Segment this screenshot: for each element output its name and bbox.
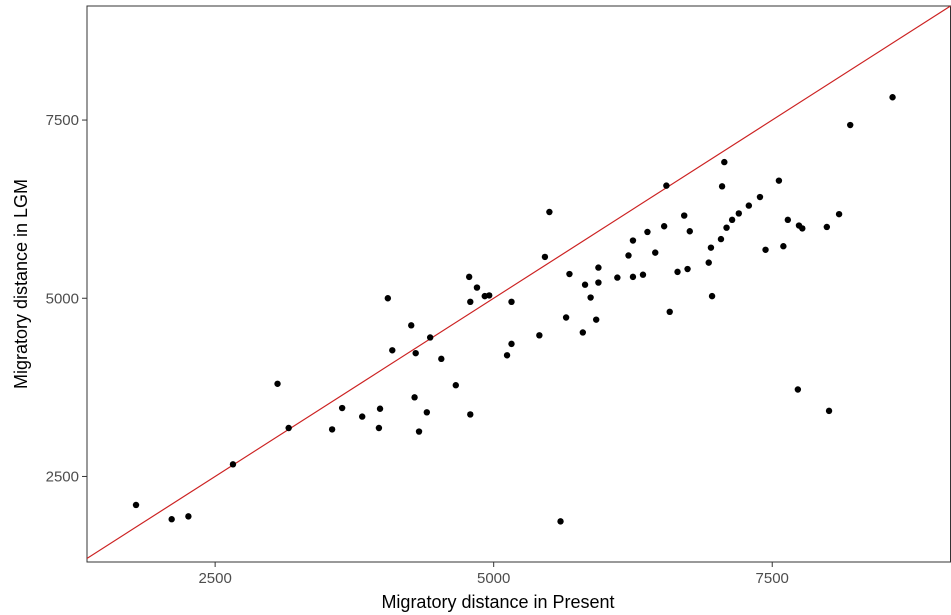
- data-point: [285, 424, 292, 432]
- data-point: [415, 428, 423, 435]
- data-point: [889, 94, 896, 101]
- data-point: [835, 210, 843, 218]
- data-point: [384, 295, 392, 302]
- x-tick-label: 2500: [198, 570, 231, 587]
- data-point: [847, 121, 854, 129]
- data-point: [784, 216, 792, 224]
- data-point: [775, 177, 783, 184]
- data-point: [486, 292, 493, 299]
- identity-reference-line: [87, 6, 951, 560]
- data-point: [652, 249, 659, 256]
- data-point: [721, 158, 728, 166]
- data-point: [780, 243, 787, 250]
- data-point: [728, 216, 736, 224]
- x-axis-title: Migratory distance in Present: [381, 592, 614, 612]
- data-point: [467, 298, 474, 306]
- data-point: [375, 424, 383, 432]
- data-point: [735, 210, 743, 217]
- data-point: [467, 411, 474, 418]
- data-point: [426, 334, 434, 341]
- data-point: [717, 235, 725, 243]
- data-point: [723, 224, 730, 231]
- data-point: [376, 405, 384, 412]
- data-point: [663, 182, 670, 189]
- data-point: [639, 271, 647, 278]
- x-tick-label: 7500: [756, 570, 789, 587]
- data-point: [465, 273, 473, 281]
- data-point: [132, 501, 140, 509]
- data-point: [644, 228, 651, 236]
- data-point: [794, 386, 802, 393]
- data-point: [412, 349, 419, 357]
- data-point: [595, 279, 602, 286]
- x-axis: 2500 5000 7500: [198, 562, 789, 587]
- data-point: [629, 237, 637, 244]
- y-tick-label: 7500: [46, 112, 79, 129]
- data-point: [686, 228, 693, 235]
- data-point: [168, 516, 175, 523]
- data-point: [359, 413, 366, 420]
- x-tick-label: 5000: [477, 570, 510, 587]
- y-tick-label: 5000: [46, 290, 79, 307]
- data-point: [592, 316, 600, 323]
- data-point: [274, 380, 281, 387]
- data-point: [762, 246, 769, 253]
- data-point: [423, 409, 431, 416]
- data-point: [625, 252, 632, 259]
- data-point: [546, 208, 553, 216]
- data-point: [229, 461, 237, 468]
- data-point: [705, 259, 712, 266]
- y-axis: 2500 5000 7500: [46, 112, 87, 485]
- data-point: [411, 394, 418, 401]
- data-point: [674, 268, 681, 276]
- data-point: [681, 212, 688, 219]
- y-axis-title: Migratory distance in LGM: [11, 179, 31, 389]
- data-point: [473, 284, 481, 291]
- data-point: [666, 308, 673, 315]
- data-point: [566, 270, 573, 278]
- data-point: [389, 347, 396, 354]
- data-point: [508, 340, 515, 348]
- data-point: [579, 329, 587, 336]
- data-points: [132, 94, 896, 525]
- data-point: [328, 426, 336, 433]
- data-point: [708, 292, 716, 300]
- data-point: [823, 223, 831, 231]
- data-point: [825, 407, 833, 415]
- data-point: [508, 298, 515, 306]
- data-point: [660, 223, 668, 230]
- data-point: [745, 202, 753, 209]
- data-point: [581, 281, 589, 288]
- data-point: [587, 294, 594, 301]
- data-point: [799, 225, 806, 232]
- data-point: [756, 193, 764, 201]
- data-point: [438, 355, 445, 363]
- data-point: [503, 352, 511, 359]
- data-point: [338, 404, 346, 412]
- data-point: [536, 332, 543, 339]
- data-point: [408, 322, 415, 329]
- data-point: [452, 382, 459, 389]
- data-point: [595, 264, 602, 271]
- data-point: [614, 274, 621, 281]
- data-point: [629, 273, 637, 281]
- y-tick-label: 2500: [46, 468, 79, 485]
- data-point: [562, 314, 570, 321]
- data-point: [718, 183, 726, 190]
- data-point: [185, 513, 192, 520]
- data-point: [684, 265, 691, 273]
- data-point: [557, 518, 564, 525]
- data-point: [707, 244, 715, 251]
- data-point: [541, 253, 549, 261]
